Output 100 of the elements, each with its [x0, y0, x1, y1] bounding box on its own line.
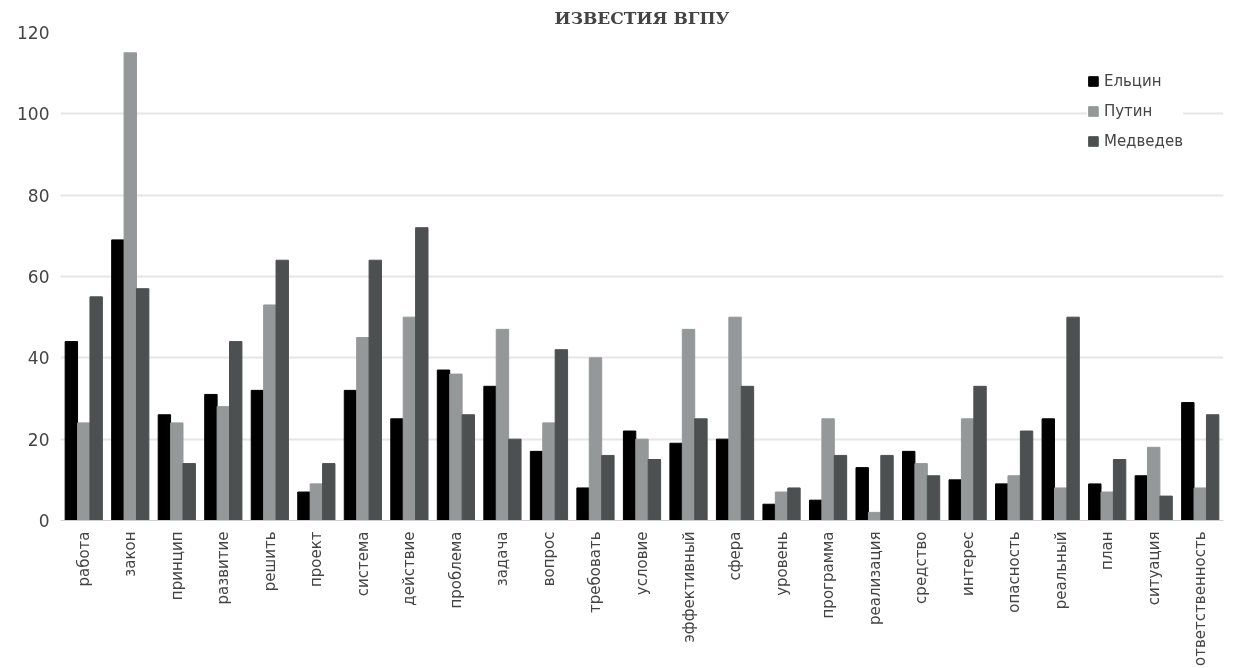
bar	[601, 454, 615, 521]
bar	[170, 422, 184, 521]
y-tick-label: 40	[27, 348, 50, 369]
y-tick-label: 100	[17, 104, 50, 125]
bar	[368, 259, 382, 521]
bar	[111, 239, 125, 521]
x-tick-label: ситуация	[1144, 531, 1163, 606]
bar	[622, 430, 637, 521]
bar	[821, 418, 835, 521]
bar	[728, 316, 742, 521]
x-tick-label: система	[353, 531, 372, 597]
bar	[542, 422, 556, 521]
bar	[995, 483, 1009, 521]
bar	[576, 487, 590, 521]
x-tick-label: уровень	[772, 531, 791, 596]
bar	[948, 479, 962, 521]
y-tick-label: 80	[27, 185, 50, 206]
bar	[390, 418, 404, 521]
bar	[588, 357, 603, 521]
bar	[914, 463, 928, 521]
bar	[495, 328, 510, 521]
x-tick-label: требовать	[586, 531, 605, 614]
bar	[123, 52, 137, 521]
bar	[436, 369, 451, 521]
x-tick-label: программа	[819, 531, 838, 619]
bar	[1019, 430, 1034, 521]
bar	[855, 467, 869, 521]
bar	[449, 373, 463, 521]
x-tick-label: действие	[400, 531, 419, 606]
bar	[1041, 418, 1055, 521]
bar	[647, 459, 662, 521]
x-tick-label: проект	[307, 531, 326, 588]
y-tick-label: 120	[17, 23, 50, 43]
bar	[1100, 491, 1114, 521]
bar	[1007, 475, 1021, 521]
x-tick-label: принцип	[167, 531, 186, 601]
bar	[461, 414, 476, 521]
chart-title: ИЗВЕСТИЯ ВГПУ	[554, 7, 730, 28]
x-tick-label: развитие	[214, 531, 233, 605]
x-tick-label: условие	[633, 531, 651, 596]
x-tick-label: работа	[74, 531, 93, 587]
x-tick-label: реализация	[865, 531, 884, 625]
bar	[1088, 483, 1102, 521]
bar	[204, 393, 218, 521]
bar	[694, 418, 708, 521]
bar	[263, 304, 277, 521]
bar	[135, 288, 150, 521]
bar	[275, 259, 289, 521]
bar	[1159, 495, 1173, 521]
bar	[1181, 402, 1195, 521]
x-tick-label: вопрос	[539, 531, 558, 587]
bar	[635, 438, 649, 521]
bar	[89, 296, 103, 521]
y-tick-label: 60	[27, 267, 50, 287]
x-tick-label: эффективный	[679, 531, 698, 643]
bar	[1193, 487, 1207, 521]
bar	[415, 227, 429, 521]
legend-label: Медведев	[1103, 132, 1183, 150]
bar	[1053, 487, 1068, 521]
bar	[297, 491, 311, 521]
bar	[762, 503, 776, 521]
bar	[740, 385, 755, 521]
bar	[182, 463, 196, 521]
x-tick-label: сфера	[726, 531, 745, 581]
x-tick-label: задача	[493, 531, 512, 587]
legend-label: Ельцин	[1103, 72, 1162, 90]
bar	[1066, 316, 1080, 521]
bar	[322, 463, 336, 521]
y-tick-label: 20	[27, 429, 50, 450]
x-tick-label: проблема	[446, 531, 465, 609]
bar	[64, 341, 79, 521]
x-tick-label: реальный	[1051, 531, 1070, 610]
bar	[229, 341, 243, 521]
bar	[508, 438, 522, 521]
bar	[309, 483, 324, 521]
bar	[787, 487, 801, 521]
bar	[1134, 475, 1149, 521]
bar	[669, 442, 683, 521]
bar	[880, 454, 894, 521]
x-tick-label: интерес	[958, 531, 977, 597]
bar	[1147, 446, 1161, 521]
x-tick-label: решить	[260, 531, 279, 592]
x-tick-label: закон	[121, 531, 140, 577]
bar	[926, 475, 941, 521]
bar	[554, 349, 569, 521]
x-tick-label: средство	[912, 531, 931, 604]
bar	[216, 406, 231, 521]
bar	[681, 328, 696, 521]
x-tick-label: опасность	[1005, 531, 1024, 613]
bar	[902, 450, 916, 521]
x-tick-label: план	[1098, 531, 1117, 570]
bar	[774, 491, 789, 521]
bar	[1205, 414, 1220, 521]
y-tick-label: 0	[38, 511, 50, 531]
bar	[1112, 459, 1127, 521]
bar	[833, 454, 848, 521]
bar	[973, 385, 987, 521]
legend-label: Путин	[1103, 102, 1153, 120]
x-tick-label: ответственность	[1191, 531, 1210, 666]
bar	[483, 385, 497, 521]
